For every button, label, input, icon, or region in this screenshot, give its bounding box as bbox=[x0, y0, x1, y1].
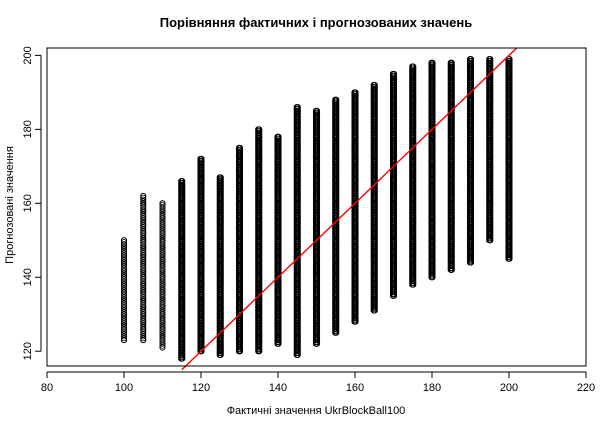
scatter-point bbox=[121, 240, 128, 247]
scatter-point bbox=[140, 196, 147, 203]
plot-area bbox=[121, 47, 518, 371]
scatter-point bbox=[159, 203, 166, 210]
chart-title: Порівняння фактичних і прогнозованих зна… bbox=[160, 15, 473, 30]
points-layer bbox=[121, 56, 513, 362]
